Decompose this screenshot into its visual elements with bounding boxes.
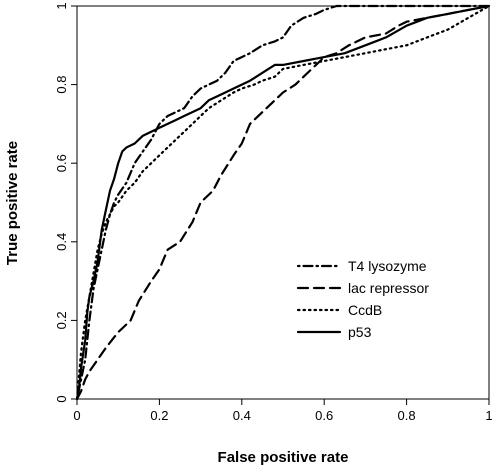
- x-tick-label: 0.4: [233, 408, 251, 423]
- y-tick-label: 0.4: [54, 233, 69, 251]
- series-line-1: [75, 4, 491, 401]
- legend-label: p53: [348, 324, 372, 340]
- x-axis: 0 0.2 0.4 0.6 0.8 1: [73, 399, 493, 423]
- y-axis-title: True positive rate: [4, 141, 21, 265]
- legend-label: T4 lysozyme: [348, 258, 427, 274]
- y-tick-label: 0.6: [54, 154, 69, 172]
- series-group: [75, 4, 491, 401]
- x-tick-label: 0.8: [398, 408, 416, 423]
- legend: T4 lysozyme lac repressor CcdB p53: [296, 258, 429, 340]
- x-tick-label: 0.2: [150, 408, 168, 423]
- legend-label: CcdB: [348, 302, 382, 318]
- x-axis-title: False positive rate: [218, 449, 349, 466]
- legend-label: lac repressor: [348, 280, 429, 296]
- plot-frame: [76, 5, 490, 400]
- series-line-4: [75, 4, 491, 401]
- y-axis: 0 0.2 0.4 0.6 0.8 1: [54, 2, 77, 403]
- series-line-2: [75, 4, 491, 401]
- y-tick-label: 0.8: [54, 76, 69, 94]
- y-tick-label: 0: [54, 395, 69, 402]
- x-tick-label: 1: [485, 408, 492, 423]
- y-tick-label: 1: [54, 2, 69, 9]
- x-tick-label: 0: [73, 408, 80, 423]
- series-line-3: [75, 4, 491, 401]
- y-tick-label: 0.2: [54, 311, 69, 329]
- x-tick-label: 0.6: [315, 408, 333, 423]
